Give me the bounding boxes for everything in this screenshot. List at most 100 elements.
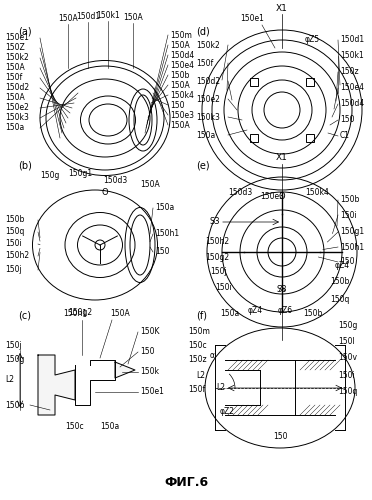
Text: 150: 150 [340,116,355,124]
Text: 150f: 150f [188,386,205,394]
Text: 150k4: 150k4 [305,188,329,197]
Text: (d): (d) [196,27,210,37]
Text: 150A: 150A [58,14,78,23]
Text: (c): (c) [18,310,31,320]
Text: 150: 150 [140,348,154,356]
Text: 150K: 150K [140,328,160,336]
Polygon shape [38,355,75,415]
Bar [306,78,314,86]
Text: 150A: 150A [110,309,130,318]
Text: 150z: 150z [340,68,359,76]
Text: S3: S3 [210,218,221,226]
Text: 150j: 150j [5,266,22,274]
Text: 150h2: 150h2 [5,252,29,260]
Text: 150h1: 150h1 [155,230,179,238]
Text: 150i: 150i [338,370,355,380]
Text: 150q: 150q [338,388,357,396]
Text: 150k3: 150k3 [196,112,220,122]
Text: 150d2: 150d2 [196,76,220,86]
Text: 150e2: 150e2 [196,94,220,104]
Bar [306,134,314,142]
Text: 150e4: 150e4 [340,84,364,92]
Text: 150a: 150a [220,309,240,318]
Text: 150g2: 150g2 [205,252,229,262]
Text: 150z: 150z [188,356,207,364]
Text: 150f: 150f [5,74,22,82]
Text: 150d3: 150d3 [103,176,127,185]
Text: 150g2: 150g2 [68,308,92,317]
Text: (e): (e) [196,160,210,170]
Text: L2: L2 [5,376,14,384]
Text: 150A: 150A [170,120,190,130]
Text: φZ2: φZ2 [220,408,235,416]
Text: 150k2: 150k2 [196,40,220,50]
Text: 150k: 150k [140,368,159,376]
Text: 150A: 150A [5,94,25,102]
Text: S3: S3 [277,286,287,294]
Text: 150d4: 150d4 [170,50,194,59]
Text: 150e1: 150e1 [5,34,29,42]
Text: 150b: 150b [340,196,359,204]
Text: 150h1: 150h1 [63,309,87,318]
Text: 150: 150 [273,432,287,441]
Text: 150b: 150b [5,400,25,409]
Text: O: O [279,192,285,201]
Bar [250,134,258,142]
Text: 150b: 150b [170,70,189,80]
Text: α: α [210,350,215,360]
Text: 150g: 150g [338,320,357,330]
Text: 150a: 150a [196,130,215,140]
Text: (a): (a) [18,27,32,37]
Polygon shape [115,362,135,378]
Text: (b): (b) [18,160,32,170]
Text: 150e1: 150e1 [240,14,264,23]
Text: 150q: 150q [330,296,349,304]
Text: X1: X1 [276,153,288,162]
Text: X1: X1 [276,4,288,13]
Text: L2: L2 [216,384,225,392]
Text: 150b: 150b [330,278,349,286]
Text: 150h1: 150h1 [340,242,364,252]
Text: 150g1: 150g1 [340,228,364,236]
Text: 150i: 150i [5,240,22,248]
Text: 150A: 150A [140,180,160,189]
Text: 150A: 150A [123,13,143,22]
Text: 150a: 150a [155,204,174,212]
Text: 150d4: 150d4 [340,100,364,108]
Text: 150e3: 150e3 [260,192,284,201]
Text: 150e1: 150e1 [140,388,164,396]
Text: 150g: 150g [40,171,60,180]
Text: 150j: 150j [210,268,227,276]
Text: 150g1: 150g1 [68,169,92,178]
Text: 150d3: 150d3 [228,188,252,197]
Text: (f): (f) [196,310,207,320]
Text: φZ4: φZ4 [247,306,263,315]
Text: O: O [102,188,108,197]
Text: 150b: 150b [5,216,25,224]
Text: 150k2: 150k2 [5,54,29,62]
Text: 150A: 150A [170,80,190,90]
Text: 150v: 150v [338,352,357,362]
Text: 150k1: 150k1 [340,52,364,60]
Text: φZ4: φZ4 [335,260,350,270]
Text: 150: 150 [170,100,185,110]
Text: 150a: 150a [5,124,24,132]
Text: 150c: 150c [66,422,84,431]
Bar [250,78,258,86]
Text: 150q: 150q [5,228,25,236]
Text: 150k3: 150k3 [5,114,29,122]
Text: 150e4: 150e4 [170,60,194,70]
Text: 150m: 150m [170,30,192,40]
Text: φZ5: φZ5 [305,36,320,44]
Text: 150k4: 150k4 [170,90,194,100]
Text: 150a: 150a [100,422,120,431]
Text: ФИГ.6: ФИГ.6 [164,476,208,488]
Text: 150k1: 150k1 [96,11,120,20]
Text: 150: 150 [340,258,355,266]
Text: 150j: 150j [5,340,22,349]
Text: 150l: 150l [338,338,355,346]
Text: 150A: 150A [5,64,25,72]
Text: C1: C1 [340,132,350,140]
Text: 150Z: 150Z [5,44,25,52]
Text: 150h2: 150h2 [205,238,229,246]
